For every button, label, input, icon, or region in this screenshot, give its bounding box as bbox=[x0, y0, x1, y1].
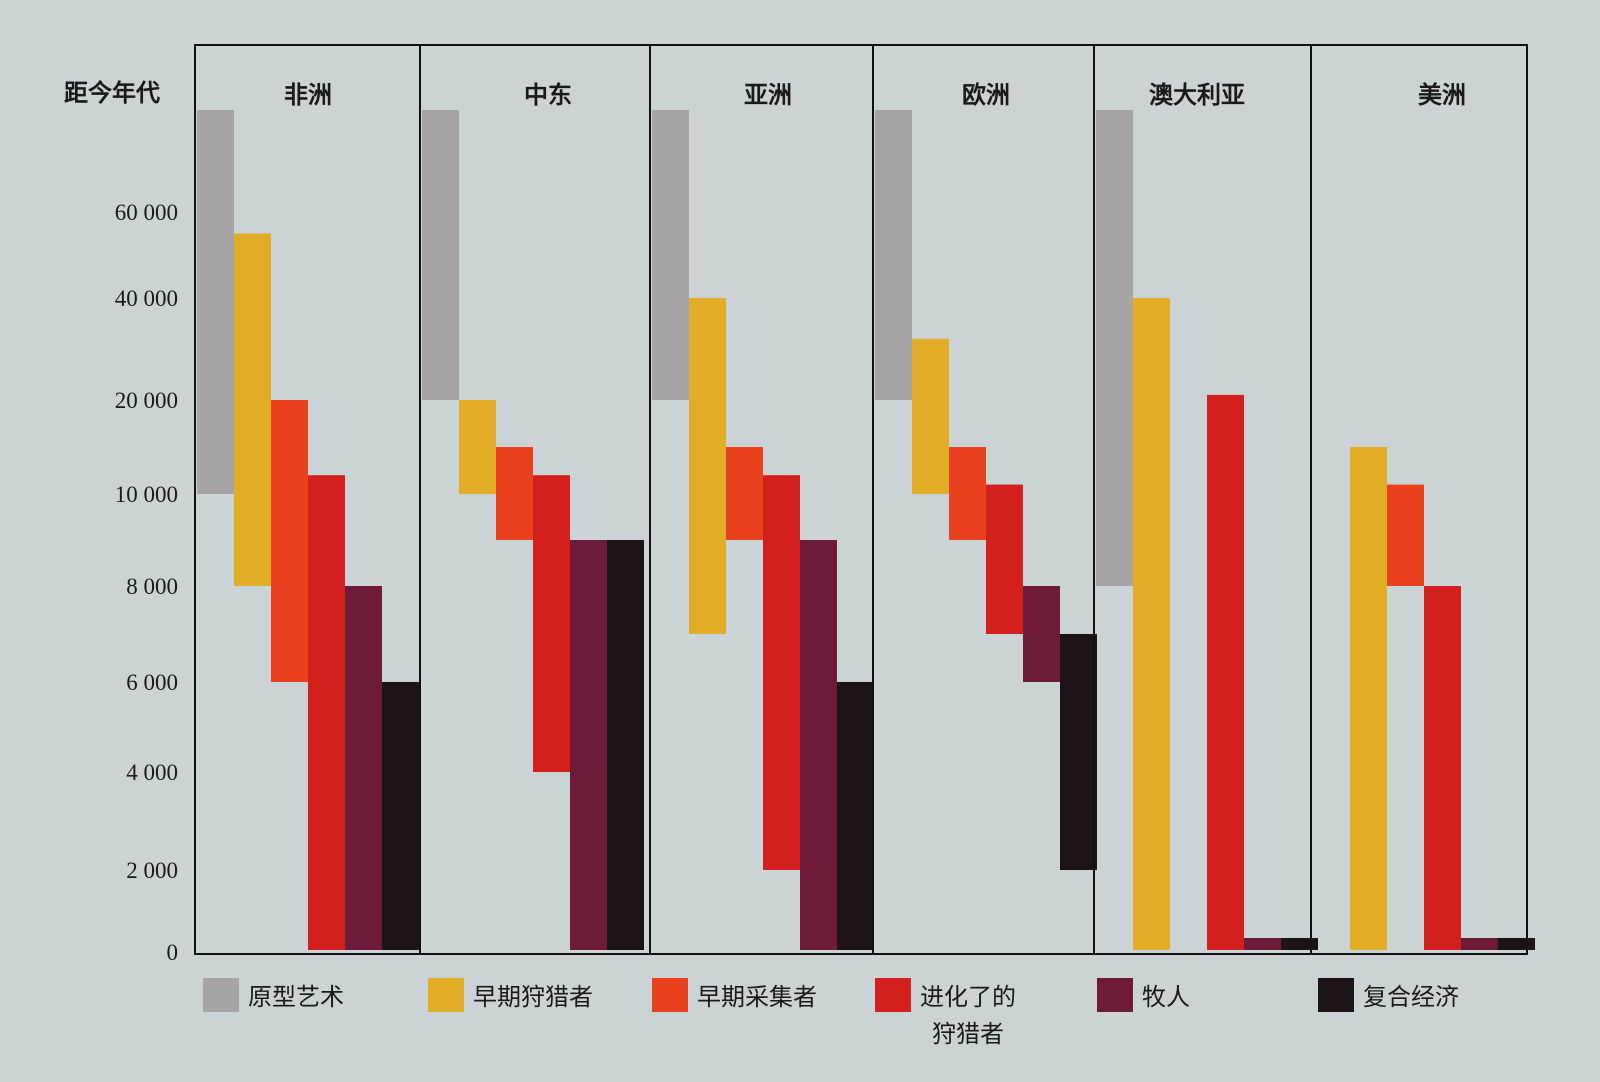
bar-4-3 bbox=[1207, 394, 1244, 950]
legend-swatch bbox=[1097, 978, 1133, 1012]
chart-border bbox=[194, 44, 1528, 955]
bar-0-2 bbox=[271, 400, 308, 682]
bar-3-4 bbox=[1023, 586, 1060, 682]
legend-label: 原型艺术 bbox=[248, 983, 344, 1011]
bar-3-3 bbox=[986, 484, 1023, 634]
legend-swatch bbox=[652, 978, 688, 1012]
bar-1-4 bbox=[570, 540, 607, 950]
legend-label: 早期狩猎者 bbox=[473, 983, 593, 1011]
legend-swatch bbox=[875, 978, 911, 1012]
bar-0-0 bbox=[197, 110, 234, 494]
region-labels: 非洲 中东 亚洲 欧洲 澳大利亚 美洲 bbox=[284, 81, 1466, 109]
region-label: 澳大利亚 bbox=[1149, 81, 1245, 109]
legend-label: 早期采集者 bbox=[697, 983, 817, 1011]
bar-2-4 bbox=[800, 540, 837, 950]
bar-1-5 bbox=[607, 540, 644, 950]
bar-5-5 bbox=[1498, 938, 1535, 950]
legend-label: 进化了的 bbox=[920, 983, 1016, 1011]
legend-label: 牧人 bbox=[1142, 983, 1190, 1011]
legend-swatch bbox=[203, 978, 239, 1012]
panel-frame bbox=[194, 44, 1528, 955]
y-axis-label: 距今年代 bbox=[64, 79, 160, 107]
bar-2-1 bbox=[689, 298, 726, 634]
bar-3-0 bbox=[875, 110, 912, 400]
bar-4-5 bbox=[1281, 938, 1318, 950]
region-label: 中东 bbox=[524, 81, 572, 109]
bar-5-4 bbox=[1461, 938, 1498, 950]
y-tick-label: 20 000 bbox=[115, 388, 178, 413]
bar-1-2 bbox=[496, 447, 533, 540]
y-axis: 距今年代 60 000 40 000 20 000 10 000 8 000 6 000 4… bbox=[64, 79, 178, 965]
bar-3-5 bbox=[1060, 634, 1097, 870]
region-label: 非洲 bbox=[284, 81, 332, 109]
bar-2-3 bbox=[763, 475, 800, 870]
bar-5-2 bbox=[1387, 484, 1424, 586]
bar-0-5 bbox=[382, 682, 419, 950]
y-tick-label: 6 000 bbox=[126, 670, 178, 695]
bar-1-1 bbox=[459, 400, 496, 494]
bar-0-1 bbox=[234, 233, 271, 586]
y-tick-label: 40 000 bbox=[115, 286, 178, 311]
region-label: 亚洲 bbox=[744, 81, 792, 109]
legend-label-line2: 狩猎者 bbox=[932, 1020, 1004, 1048]
y-tick-label: 10 000 bbox=[115, 482, 178, 507]
bars-layer bbox=[197, 110, 1535, 950]
bar-4-0 bbox=[1096, 110, 1133, 586]
region-label: 欧洲 bbox=[962, 81, 1010, 109]
bar-3-1 bbox=[912, 338, 949, 494]
y-tick-label: 4 000 bbox=[126, 760, 178, 785]
bar-5-3 bbox=[1424, 586, 1461, 950]
y-tick-label: 8 000 bbox=[126, 574, 178, 599]
y-tick-label: 0 bbox=[167, 940, 179, 965]
y-tick-label: 60 000 bbox=[115, 200, 178, 225]
bar-3-2 bbox=[949, 447, 986, 540]
legend-swatch bbox=[1318, 978, 1354, 1012]
bar-1-3 bbox=[533, 475, 570, 772]
bar-5-1 bbox=[1350, 447, 1387, 950]
bar-0-3 bbox=[308, 475, 345, 950]
legend-label: 复合经济 bbox=[1363, 983, 1459, 1011]
bar-4-4 bbox=[1244, 938, 1281, 950]
bar-2-5 bbox=[837, 682, 874, 950]
bar-2-2 bbox=[726, 447, 763, 540]
bar-4-1 bbox=[1133, 298, 1170, 950]
y-tick-label: 2 000 bbox=[126, 858, 178, 883]
legend-swatch bbox=[428, 978, 464, 1012]
region-label: 美洲 bbox=[1418, 81, 1466, 109]
bar-1-0 bbox=[422, 110, 459, 400]
bar-0-4 bbox=[345, 586, 382, 950]
bar-2-0 bbox=[652, 110, 689, 400]
